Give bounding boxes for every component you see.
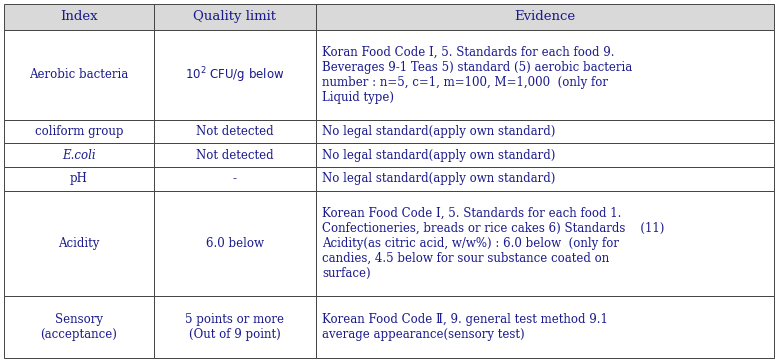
Bar (4, 120, 154, 143)
Text: Acidity: Acidity (58, 237, 100, 250)
Text: Sensory
(acceptance): Sensory (acceptance) (40, 313, 117, 341)
Text: No legal standard(apply own standard): No legal standard(apply own standard) (322, 125, 555, 138)
Text: Index: Index (60, 10, 98, 24)
Bar (154, 4, 316, 30)
Text: coliform group: coliform group (35, 125, 123, 138)
Bar (316, 4, 774, 30)
Bar (154, 120, 316, 143)
Bar (4, 191, 154, 296)
Bar (316, 120, 774, 143)
Text: $10^2$ CFU/g below: $10^2$ CFU/g below (185, 65, 285, 85)
Text: Korean Food Code Ⅱ, 9. general test method 9.1
average appearance(sensory test): Korean Food Code Ⅱ, 9. general test meth… (322, 313, 608, 341)
Text: 5 points or more
(Out of 9 point): 5 points or more (Out of 9 point) (185, 313, 285, 341)
Bar (4, 30, 154, 120)
Text: 6.0 below: 6.0 below (206, 237, 264, 250)
Text: pH: pH (70, 172, 88, 185)
Bar (316, 167, 774, 191)
Bar (316, 191, 774, 296)
Bar (316, 30, 774, 120)
Text: Aerobic bacteria: Aerobic bacteria (30, 68, 128, 81)
Text: No legal standard(apply own standard): No legal standard(apply own standard) (322, 172, 555, 185)
Text: E.coli: E.coli (62, 149, 96, 162)
Text: Not detected: Not detected (196, 149, 274, 162)
Text: No legal standard(apply own standard): No legal standard(apply own standard) (322, 149, 555, 162)
Bar (4, 143, 154, 167)
Bar (154, 167, 316, 191)
Bar (154, 30, 316, 120)
Bar (316, 296, 774, 358)
Bar (154, 143, 316, 167)
Bar (4, 4, 154, 30)
Bar (4, 296, 154, 358)
Text: Koran Food Code I, 5. Standards for each food 9.
Beverages 9-1 Teas 5) standard : Koran Food Code I, 5. Standards for each… (322, 46, 633, 104)
Bar (4, 167, 154, 191)
Text: Quality limit: Quality limit (194, 10, 276, 24)
Bar (154, 191, 316, 296)
Text: -: - (233, 172, 237, 185)
Text: Korean Food Code I, 5. Standards for each food 1.
Confectioneries, breads or ric: Korean Food Code I, 5. Standards for eac… (322, 207, 664, 280)
Text: Evidence: Evidence (514, 10, 576, 24)
Bar (316, 143, 774, 167)
Text: Not detected: Not detected (196, 125, 274, 138)
Bar (154, 296, 316, 358)
